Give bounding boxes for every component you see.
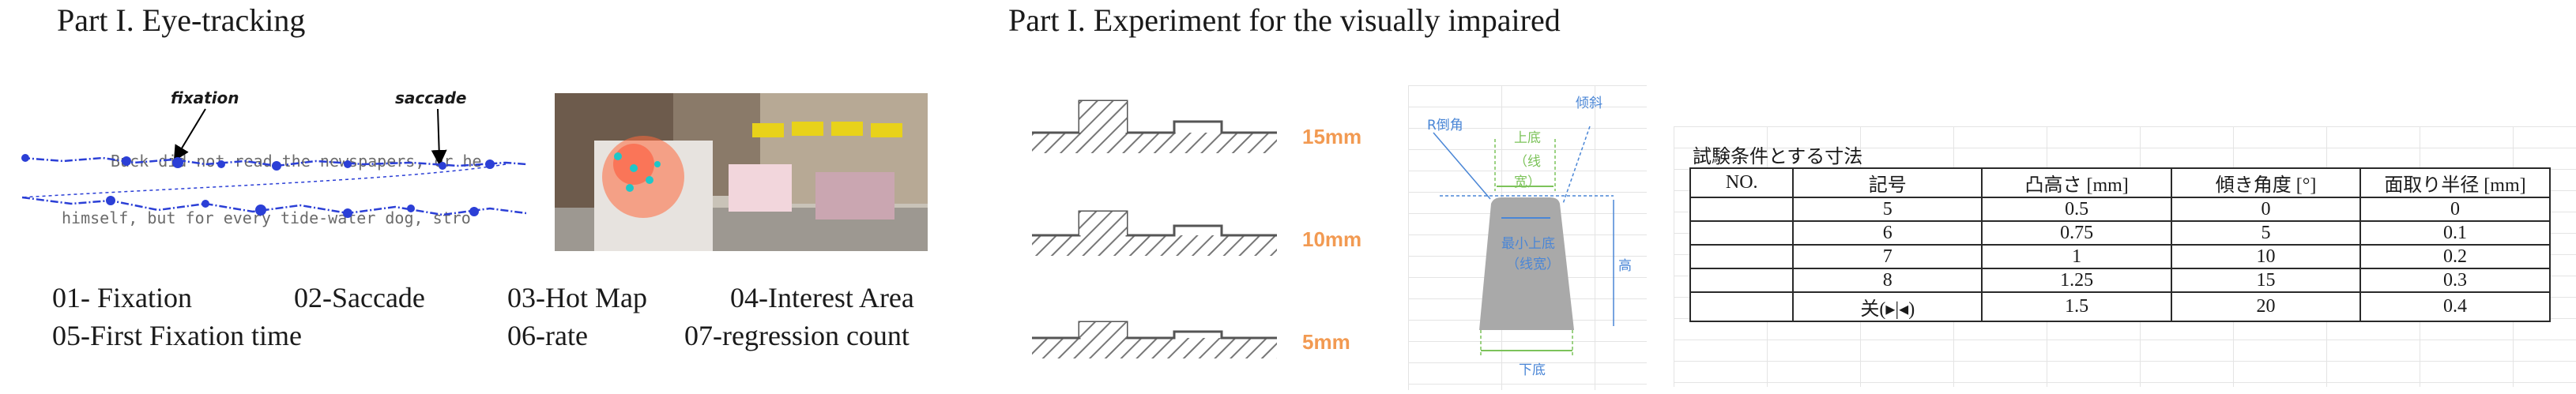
- step-profiles-svg: [1032, 99, 1277, 358]
- table-header-row: NO. 記号 凸高さ [mm] 傾き角度 [°] 面取り半径 [mm]: [1689, 167, 2552, 198]
- sheet-title: 試験条件とする寸法: [1693, 145, 1863, 167]
- dimension-table: NO. 記号 凸高さ [mm] 傾き角度 [°] 面取り半径 [mm] 5 0.…: [1689, 167, 2552, 322]
- table-cell: 10: [2171, 244, 2361, 269]
- table-row: 7 1 10 0.2: [1689, 244, 2552, 269]
- profile-5mm: [1032, 321, 1277, 358]
- term-fixation: 01- Fixation: [52, 282, 192, 313]
- table-cell: 15: [2171, 268, 2361, 293]
- fixation-pointer: [173, 108, 206, 162]
- heatmap-photo: [555, 93, 928, 251]
- profile-label-5mm: 5mm: [1302, 330, 1350, 354]
- table-cell: [1689, 244, 1795, 269]
- height-label: 高: [1618, 258, 1632, 274]
- table-cell: 7: [1792, 244, 1983, 269]
- header-chamfer-radius: 面取り半径 [mm]: [2359, 167, 2552, 198]
- min-top-label-1: 最小上底: [1501, 236, 1555, 252]
- table-cell: [1689, 291, 1795, 322]
- trapezoid-diagram: R倒角 倾斜 上底 （线 宽） 最小上底 （线宽） 高 下底: [1408, 85, 1647, 390]
- table-cell: 0: [2171, 197, 2361, 222]
- table-cell: 6: [1792, 220, 1983, 246]
- heatmap-photo-svg: [555, 93, 928, 251]
- trapezoid-svg: [1433, 126, 1614, 358]
- saccade-label: saccade: [395, 88, 467, 107]
- table-row: 关(▸|◂) 1.5 20 0.4: [1689, 291, 2552, 322]
- term-first-fixation-time: 05-First Fixation time: [52, 320, 303, 351]
- table-cell: 1: [1981, 244, 2173, 269]
- table-cell: 1.5: [1981, 291, 2173, 322]
- gaze-path-line-2: [21, 196, 526, 216]
- term-hot-map: 03-Hot Map: [507, 282, 647, 313]
- table-cell: 0: [2359, 197, 2552, 222]
- table-cell: 0.5: [1981, 197, 2173, 222]
- table-cell: 8: [1792, 268, 1983, 293]
- table-cell: [1689, 220, 1795, 246]
- header-angle: 傾き角度 [°]: [2171, 167, 2361, 198]
- profile-10mm: [1032, 210, 1277, 256]
- table-cell: 0.3: [2359, 268, 2552, 293]
- term-saccade: 02-Saccade: [294, 282, 425, 313]
- gaze-path-svg: [21, 108, 526, 218]
- header-symbol: 記号: [1792, 167, 1983, 198]
- saccade-pointer: [431, 108, 447, 166]
- profile-label-15mm: 15mm: [1302, 125, 1362, 148]
- min-top-label-2: （线宽）: [1506, 257, 1560, 272]
- profile-label-10mm: 10mm: [1302, 227, 1362, 251]
- table-cell: 0.1: [2359, 220, 2552, 246]
- trapezoid-shape: [1479, 197, 1574, 330]
- fixation-label: fixation: [171, 88, 239, 107]
- table-cell: 0.75: [1981, 220, 2173, 246]
- top-width-label-2: （线: [1514, 154, 1541, 170]
- table-row: 8 1.25 15 0.3: [1689, 268, 2552, 293]
- chamfer-label: R倒角: [1427, 118, 1463, 133]
- term-regression-count: 07-regression count: [684, 320, 910, 351]
- table-cell: 关(▸|◂): [1792, 291, 1983, 322]
- table-cell: 5: [2171, 220, 2361, 246]
- gaze-plot: fixation saccade Buck did not read the n…: [16, 85, 526, 243]
- table-row: 5 0.5 0 0: [1689, 197, 2552, 222]
- profile-15mm: [1032, 99, 1277, 153]
- top-width-label-1: 上底: [1514, 130, 1541, 146]
- right-panel-title: Part I. Experiment for the visually impa…: [1008, 2, 1561, 38]
- slope-label: 倾斜: [1576, 96, 1602, 111]
- table-cell: [1689, 268, 1795, 293]
- table-cell: 1.25: [1981, 268, 2173, 293]
- left-panel-title: Part I. Eye-tracking: [57, 2, 306, 38]
- term-rate: 06-rate: [507, 320, 588, 351]
- table-cell: 0.2: [2359, 244, 2552, 269]
- gaze-path-line-1: [21, 156, 526, 167]
- table-cell: 0.4: [2359, 291, 2552, 322]
- term-interest-area: 04-Interest Area: [730, 282, 914, 313]
- gaze-transition: [21, 163, 507, 198]
- reading-text-line-1: Buck did not read the newspapers, or he: [111, 152, 482, 171]
- table-row: 6 0.75 5 0.1: [1689, 220, 2552, 246]
- dimension-sheet: 試験条件とする寸法 NO. 記号 凸高さ [mm] 傾き角度 [°] 面取り半径…: [1674, 126, 2576, 387]
- table-cell: 5: [1792, 197, 1983, 222]
- header-height: 凸高さ [mm]: [1981, 167, 2173, 198]
- bottom-label: 下底: [1519, 362, 1546, 378]
- top-width-label-3: 宽）: [1514, 174, 1541, 190]
- header-no: NO.: [1689, 167, 1795, 198]
- reading-text-line-2: himself, but for every tide-water dog, s…: [62, 208, 471, 227]
- fixation-dots: [21, 154, 495, 218]
- table-cell: 20: [2171, 291, 2361, 322]
- table-cell: [1689, 197, 1795, 222]
